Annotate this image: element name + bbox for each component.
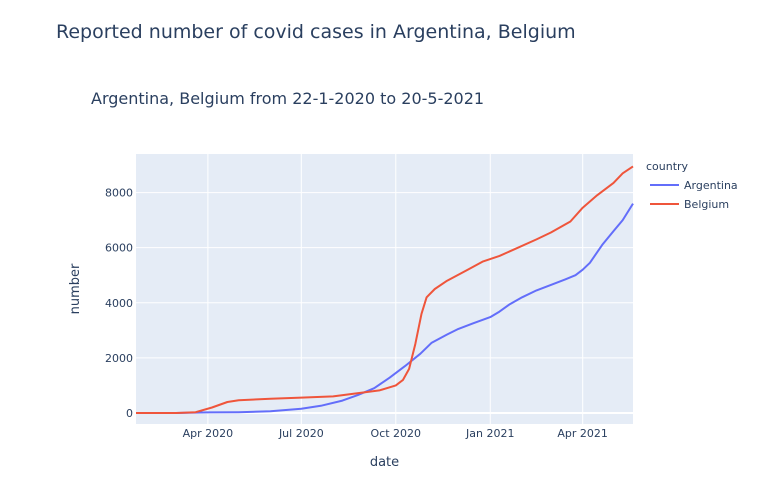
legend-label-argentina: Argentina: [684, 179, 738, 192]
y-tick-label: 4000: [105, 297, 133, 310]
y-axis-ticks: 0 2000 4000 6000 8000: [105, 187, 133, 420]
x-tick-label: Oct 2020: [371, 427, 422, 440]
legend: country Argentina Belgium: [646, 160, 738, 211]
series-line-belgium: [136, 165, 634, 414]
chart-subtitle: Argentina, Belgium from 22-1-2020 to 20-…: [91, 89, 484, 108]
x-tick-label: Apr 2020: [183, 427, 234, 440]
y-axis-title: number: [68, 263, 83, 314]
series-lines: [136, 165, 634, 414]
y-tick-label: 6000: [105, 242, 133, 255]
y-tick-label: 0: [126, 407, 133, 420]
x-tick-label: Jan 2021: [465, 427, 514, 440]
legend-label-belgium: Belgium: [684, 198, 729, 211]
chart-title: Reported number of covid cases in Argent…: [56, 21, 576, 43]
x-axis-ticks: Apr 2020 Jul 2020 Oct 2020 Jan 2021 Apr 2021: [183, 427, 608, 440]
legend-title: country: [646, 160, 689, 173]
y-tick-label: 2000: [105, 352, 133, 365]
series-line-argentina: [136, 203, 634, 414]
x-tick-label: Apr 2021: [557, 427, 608, 440]
plot-area: [136, 154, 633, 424]
x-axis-title: date: [370, 455, 399, 470]
x-tick-label: Jul 2020: [278, 427, 324, 440]
y-tick-label: 8000: [105, 187, 133, 200]
